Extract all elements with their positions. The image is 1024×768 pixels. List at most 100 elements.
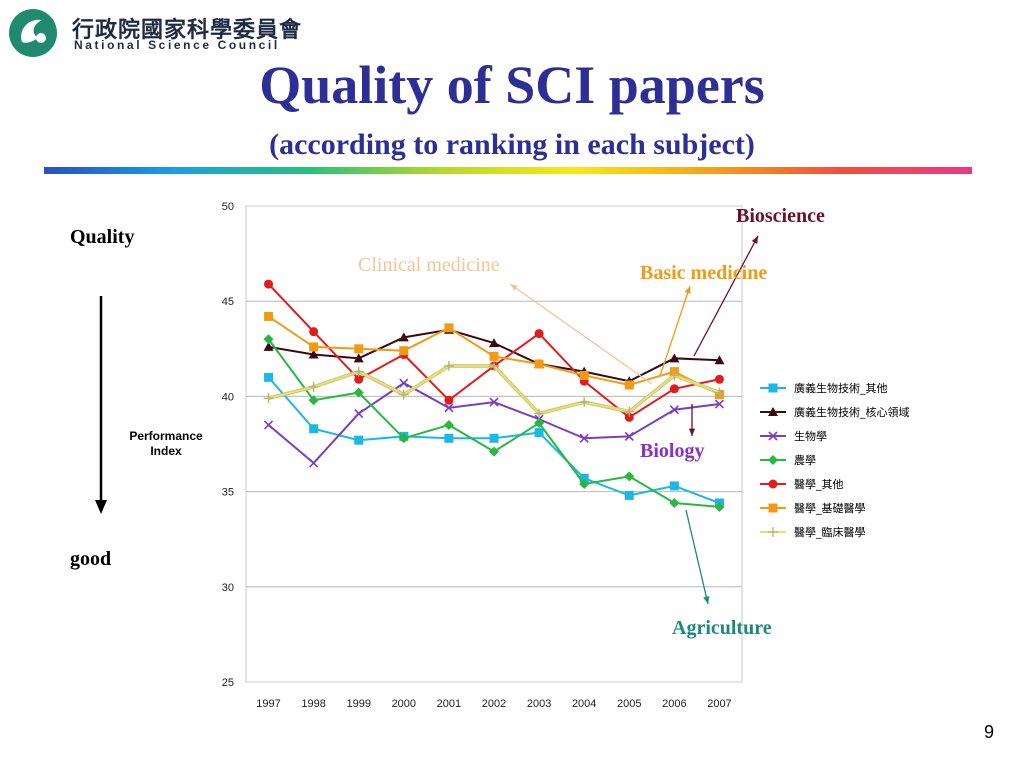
legend-item: 廣義生物技術_其他 <box>760 376 910 400</box>
data-point <box>354 374 364 384</box>
data-point <box>398 389 409 400</box>
x-tick-label: 1997 <box>256 698 280 710</box>
legend-swatch-icon <box>760 527 786 537</box>
data-point <box>263 393 274 404</box>
data-point <box>624 431 634 441</box>
x-tick-label: 2002 <box>482 698 506 710</box>
quality-label: Quality <box>70 226 135 248</box>
down-arrow-icon <box>95 296 107 514</box>
data-point <box>263 334 274 345</box>
data-point <box>714 374 724 384</box>
series-line-outline <box>268 364 721 416</box>
performance-index-caption: Performance Index <box>116 429 216 459</box>
legend-item: 農學 <box>760 448 910 472</box>
data-point <box>308 381 319 392</box>
data-point <box>489 338 499 348</box>
x-tick-label: 2005 <box>617 698 641 710</box>
data-point <box>714 501 725 512</box>
rainbow-divider <box>44 167 972 174</box>
agriculture-arrow-head <box>703 596 710 604</box>
org-name-en: National Science Council <box>74 38 280 52</box>
data-point <box>398 433 409 444</box>
nsc-logo-icon <box>9 9 57 57</box>
y-tick-label: 25 <box>222 677 234 689</box>
data-point <box>534 329 544 339</box>
data-point <box>624 380 634 390</box>
data-point <box>669 498 680 509</box>
annotation-agriculture: Agriculture <box>672 617 772 639</box>
data-point <box>579 433 589 443</box>
legend-swatch-marker <box>768 431 778 441</box>
legend-label: 醫學_其他 <box>794 478 844 491</box>
data-point <box>489 446 499 457</box>
data-point <box>714 387 725 398</box>
slide-title: Quality of SCI papers <box>259 55 765 115</box>
legend-label: 廣義生物技術_核心領域 <box>794 406 910 419</box>
x-tick-label: 1999 <box>346 698 370 710</box>
legend-item: 醫學_臨床醫學 <box>760 520 910 544</box>
data-point <box>354 408 364 419</box>
data-point <box>444 433 454 443</box>
y-tick-label: 35 <box>222 487 234 499</box>
legend-swatch-marker <box>768 503 778 513</box>
data-point <box>444 323 454 333</box>
legend-label: 農學 <box>794 454 816 467</box>
data-point <box>489 351 499 361</box>
data-point <box>579 397 590 408</box>
clinical-arrow <box>509 283 653 385</box>
basic-arrow <box>659 285 691 377</box>
data-point <box>264 372 274 382</box>
data-point <box>264 311 274 321</box>
data-point <box>669 353 680 363</box>
data-point <box>714 355 725 365</box>
legend-item: 廣義生物技術_核心領域 <box>760 400 910 424</box>
data-point <box>534 408 545 419</box>
performance-caption-line1: Performance <box>129 429 203 443</box>
x-tick-label: 2001 <box>437 698 461 710</box>
series-line <box>268 364 720 415</box>
legend-label: 醫學_臨床醫學 <box>794 526 866 539</box>
data-point <box>534 359 544 369</box>
page-number: 9 <box>983 722 994 742</box>
data-point <box>354 344 364 354</box>
x-tick-label: 2004 <box>572 698 596 710</box>
data-point <box>309 424 319 434</box>
data-point <box>309 458 319 468</box>
data-point <box>624 412 634 422</box>
data-point <box>263 341 274 351</box>
data-point <box>309 342 319 352</box>
data-point <box>443 360 454 371</box>
data-point <box>624 406 635 417</box>
data-point <box>669 405 679 415</box>
data-point <box>398 332 409 342</box>
basic-arrow-head <box>684 286 691 294</box>
legend-item: 醫學_其他 <box>760 472 910 496</box>
data-point <box>353 387 364 398</box>
data-point <box>263 420 274 430</box>
data-point <box>444 403 454 413</box>
data-point <box>443 419 454 430</box>
data-point <box>264 279 274 289</box>
data-point <box>308 395 319 406</box>
legend-label: 生物學 <box>794 430 827 443</box>
annotation-bioscience: Bioscience <box>736 205 825 227</box>
legend-label: 醫學_基礎醫學 <box>794 502 866 515</box>
slide-subtitle: (according to ranking in each subject) <box>269 128 755 161</box>
data-point <box>444 395 454 405</box>
data-point <box>354 435 364 445</box>
legend-item: 醫學_基礎醫學 <box>760 496 910 520</box>
legend-swatch-marker <box>768 479 778 489</box>
data-point <box>714 399 725 409</box>
data-point <box>669 384 679 394</box>
x-tick-label: 1998 <box>301 698 325 710</box>
y-tick-label: 50 <box>222 201 234 213</box>
legend-item: 生物學 <box>760 424 910 448</box>
legend-swatch-icon <box>760 479 786 489</box>
data-point <box>624 471 635 482</box>
data-point <box>399 346 409 356</box>
legend-swatch-marker <box>768 527 778 537</box>
data-point <box>669 481 679 491</box>
legend-swatch-icon <box>760 455 786 465</box>
legend-label: 廣義生物技術_其他 <box>794 382 888 395</box>
